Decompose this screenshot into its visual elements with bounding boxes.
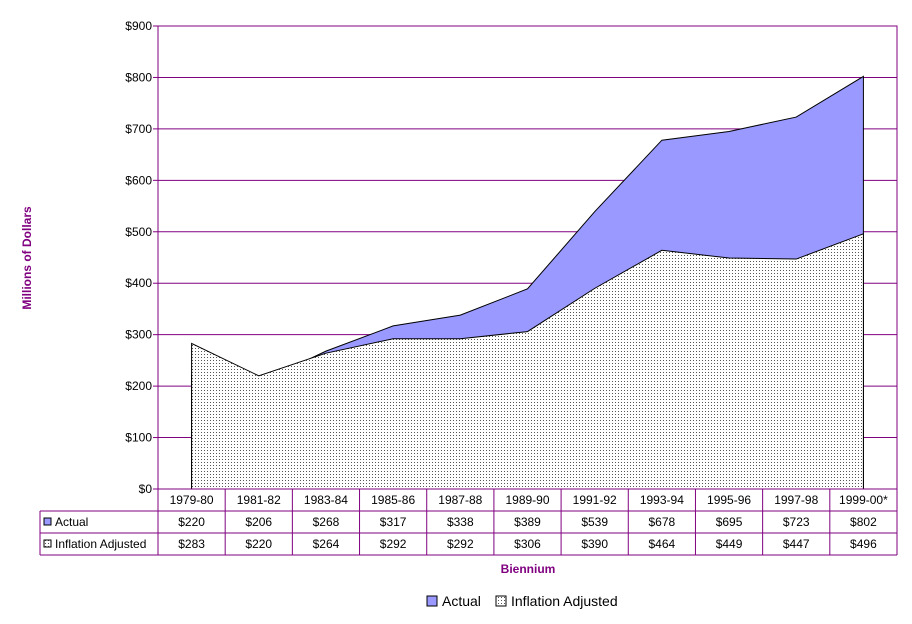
data-label: $268 — [313, 515, 340, 529]
x-tick-label: 1999-00* — [839, 493, 888, 507]
x-tick-label: 1983-84 — [304, 493, 348, 507]
data-label: $220 — [178, 515, 205, 529]
data-label: $449 — [716, 537, 743, 551]
data-label: $389 — [514, 515, 541, 529]
x-tick-label: 1997-98 — [774, 493, 818, 507]
x-tick-label: 1981-82 — [237, 493, 281, 507]
data-label: $292 — [447, 537, 474, 551]
data-label: $496 — [850, 537, 877, 551]
x-axis-label: Biennium — [501, 562, 556, 576]
data-label: $283 — [178, 537, 205, 551]
y-tick-label: $700 — [125, 122, 152, 136]
data-label: $678 — [649, 515, 676, 529]
data-label: $338 — [447, 515, 474, 529]
table-legend-key — [43, 539, 52, 548]
y-axis-label: Millions of Dollars — [20, 206, 34, 310]
y-tick-label: $500 — [125, 225, 152, 239]
table-row-label: Inflation Adjusted — [55, 537, 146, 551]
data-label: $206 — [245, 515, 272, 529]
data-label: $292 — [380, 537, 407, 551]
y-tick-label: $0 — [139, 482, 153, 496]
data-label: $264 — [313, 537, 340, 551]
x-tick-label: 1979-80 — [170, 493, 214, 507]
table-legend-key — [43, 517, 52, 526]
y-tick-label: $400 — [125, 276, 152, 290]
x-tick-label: 1989-90 — [505, 493, 549, 507]
data-label: $723 — [783, 515, 810, 529]
legend: Actual Inflation Adjusted — [426, 593, 618, 609]
y-tick-label: $800 — [125, 70, 152, 84]
area-inflation-adjusted — [191, 233, 864, 490]
y-tick-label: $600 — [125, 173, 152, 187]
x-tick-label: 1985-86 — [371, 493, 415, 507]
legend-entry: Actual — [442, 593, 481, 609]
area-series — [191, 75, 864, 490]
y-tick-label: $900 — [125, 19, 152, 33]
x-tick-label: 1987-88 — [438, 493, 482, 507]
x-tick-label: 1991-92 — [573, 493, 617, 507]
data-table: 1979-80 1981-82 1983-84 1985-86 1987-88 1989-… — [39, 488, 898, 556]
data-label: $317 — [380, 515, 407, 529]
data-label: $220 — [245, 537, 272, 551]
data-label: $802 — [850, 515, 877, 529]
data-label: $447 — [783, 537, 810, 551]
table-row-label: Actual — [55, 515, 88, 529]
x-tick-label: 1993-94 — [640, 493, 684, 507]
data-label: $464 — [649, 537, 676, 551]
legend-swatch — [495, 595, 507, 607]
data-label: $390 — [581, 537, 608, 551]
legend-swatch — [426, 595, 438, 607]
data-label: $695 — [716, 515, 743, 529]
y-tick-label: $200 — [125, 379, 152, 393]
y-tick-label: $100 — [125, 431, 152, 445]
y-tick-labels: $0 $100 $200 $300 $400 $500 $600 $700 $800 $900 — [125, 19, 152, 496]
data-label: $306 — [514, 537, 541, 551]
x-tick-label: 1995-96 — [707, 493, 751, 507]
data-label: $539 — [581, 515, 608, 529]
legend-entry: Inflation Adjusted — [511, 593, 618, 609]
y-tick-label: $300 — [125, 328, 152, 342]
